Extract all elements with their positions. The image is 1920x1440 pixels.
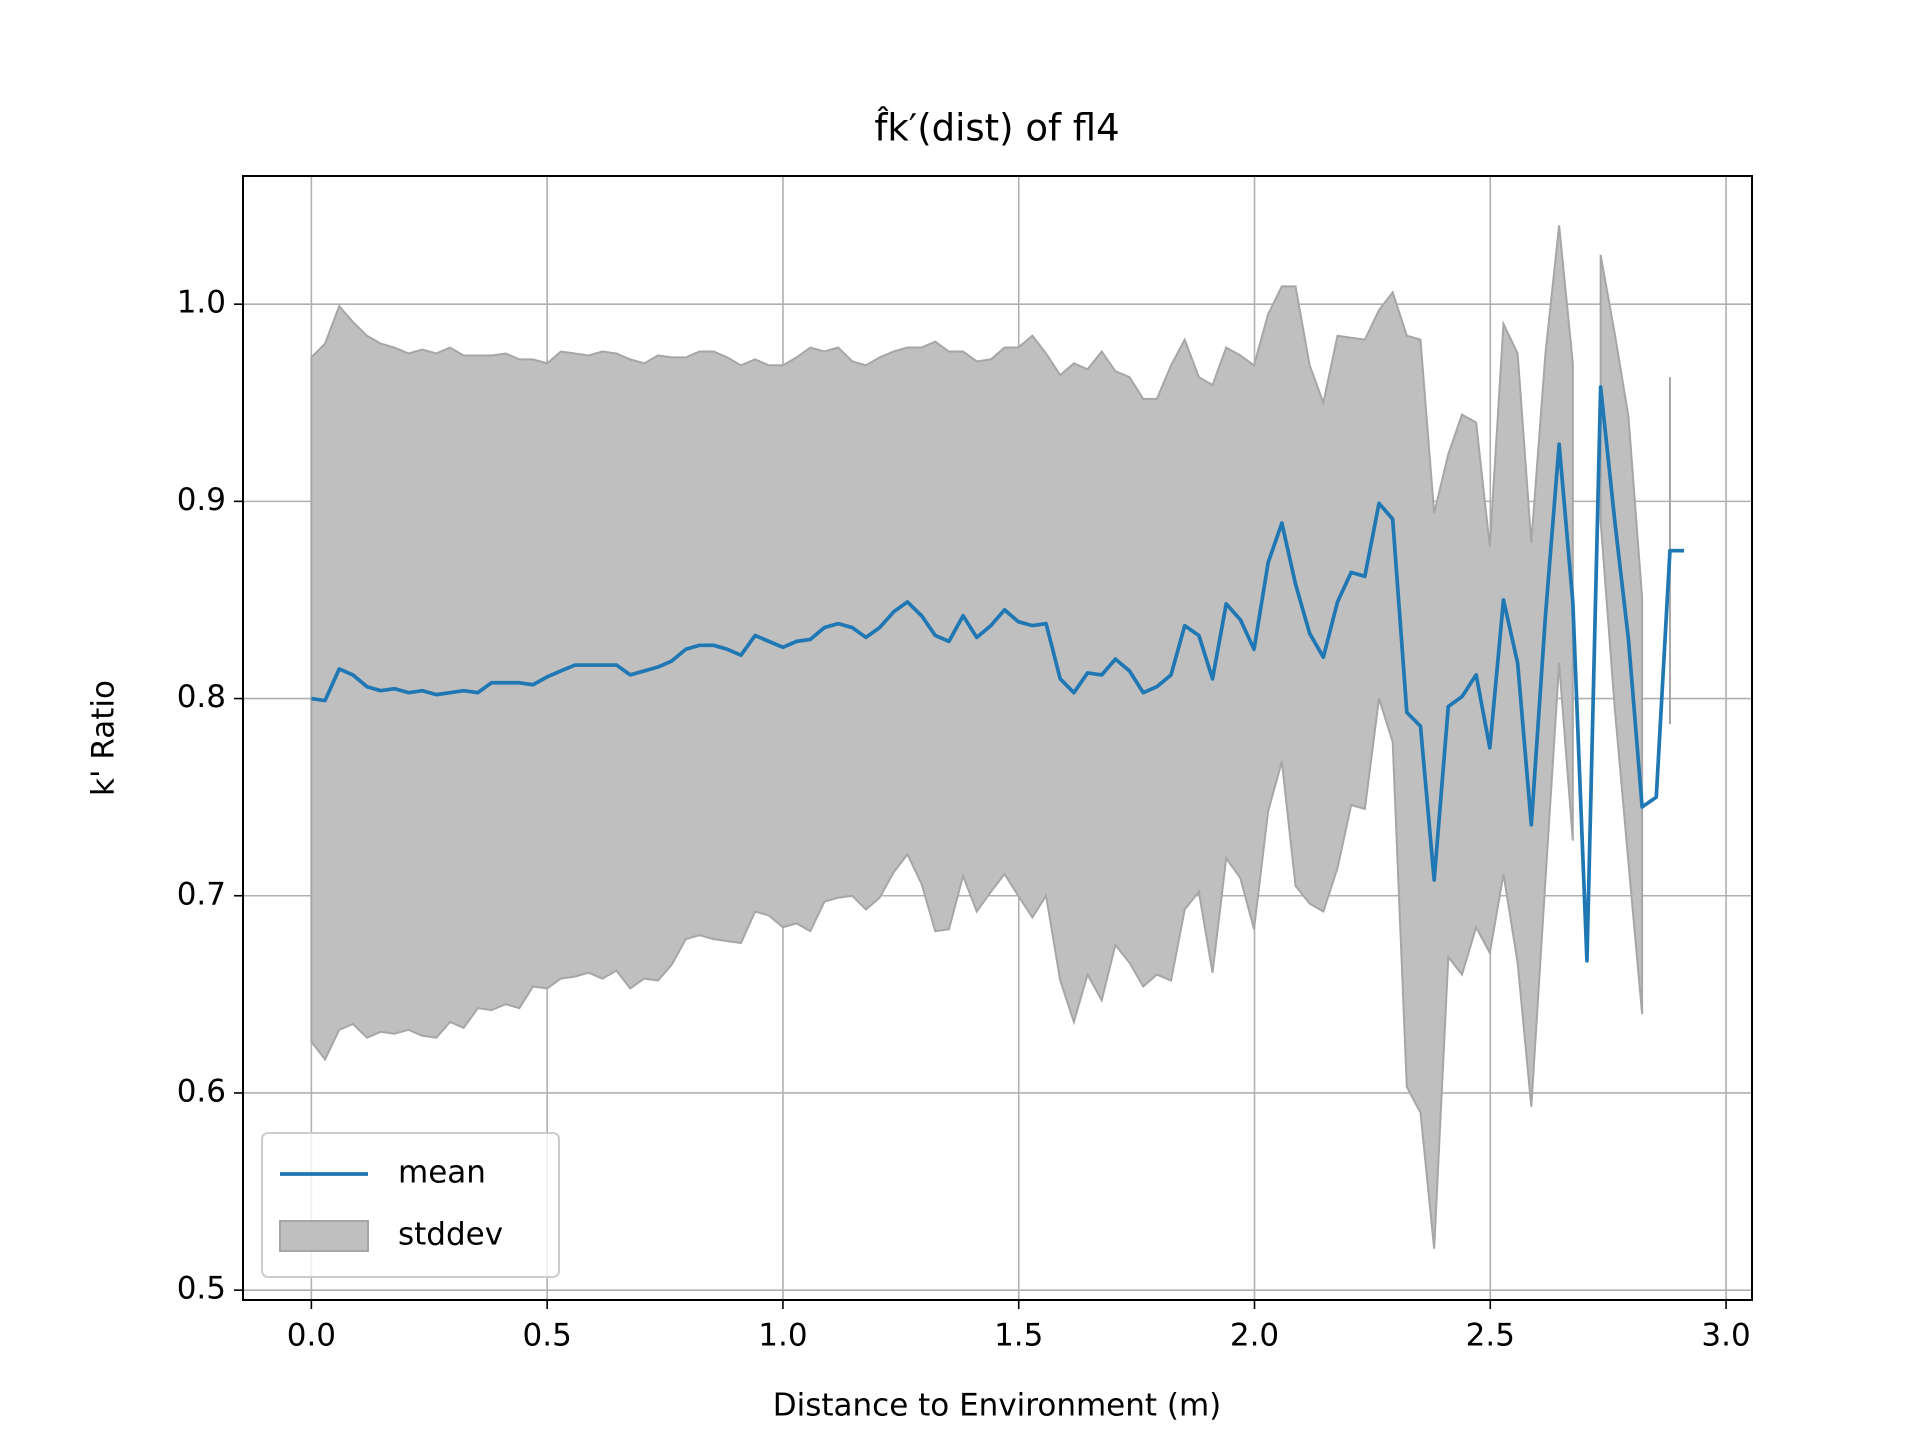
x-tick-label: 2.5 bbox=[1466, 1318, 1515, 1354]
y-tick-label: 0.6 bbox=[177, 1073, 226, 1109]
x-tick-label: 3.0 bbox=[1701, 1318, 1750, 1354]
x-tick-label: 0.5 bbox=[523, 1318, 572, 1354]
y-tick-label: 0.9 bbox=[177, 482, 226, 518]
legend-swatch bbox=[279, 1220, 369, 1252]
y-tick-label: 0.8 bbox=[177, 679, 226, 715]
legend-label: mean bbox=[398, 1155, 486, 1191]
x-tick-label: 1.5 bbox=[994, 1318, 1043, 1354]
x-tick-label: 1.0 bbox=[758, 1318, 807, 1354]
x-tick-label: 0.0 bbox=[287, 1318, 336, 1354]
stddev-band bbox=[1599, 254, 1644, 1015]
mean-line bbox=[311, 385, 1685, 963]
chart-title: f̂k′(dist) of fl4 bbox=[874, 106, 1119, 150]
y-tick-label: 0.5 bbox=[177, 1271, 226, 1307]
y-axis-label: k' Ratio bbox=[86, 680, 122, 796]
plot-frame bbox=[242, 175, 1753, 1301]
y-tick-label: 0.7 bbox=[177, 876, 226, 912]
y-tick-label: 1.0 bbox=[177, 285, 226, 321]
stddev-band bbox=[310, 225, 1574, 1249]
x-tick-label: 2.0 bbox=[1230, 1318, 1279, 1354]
legend-label: stddev bbox=[398, 1217, 503, 1253]
x-axis-label: Distance to Environment (m) bbox=[773, 1388, 1222, 1424]
